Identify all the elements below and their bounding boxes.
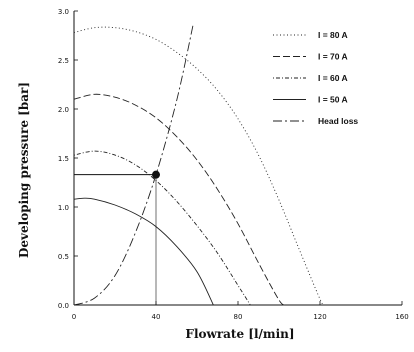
y-tick-label: 0.0 <box>58 302 69 310</box>
y-tick-label: 2.0 <box>58 106 69 114</box>
x-tick-label: 40 <box>152 313 161 321</box>
legend-label: I = 80 A <box>318 30 348 40</box>
series-line <box>73 26 325 306</box>
y-tick-label: 3.0 <box>58 8 69 16</box>
x-axis-title: Flowrate [l/min] <box>185 327 294 341</box>
x-tick-label: 0 <box>72 313 76 321</box>
x-tick-label: 120 <box>313 313 326 321</box>
operating-point-marker <box>152 170 160 179</box>
y-tick-label: 0.5 <box>58 253 69 261</box>
legend-label: I = 70 A <box>318 52 348 62</box>
series-line <box>73 25 194 306</box>
y-tick-label: 2.5 <box>58 57 69 65</box>
legend-label: Head loss <box>318 116 358 126</box>
y-tick-label: 1.5 <box>58 155 69 163</box>
series-line <box>73 197 214 306</box>
legend: I = 80 A I = 70 A I = 60 A I = 50 A Head los… <box>273 30 358 126</box>
ticks: 0 40 80 120 160 0.0 0.5 1.0 1.5 2.0 2.5 3.0 <box>58 8 409 321</box>
y-tick-label: 1.0 <box>58 204 69 212</box>
series-line <box>73 150 251 306</box>
legend-label: I = 60 A <box>318 73 348 83</box>
x-tick-label: 80 <box>234 313 243 321</box>
series-line <box>73 93 286 306</box>
legend-label: I = 50 A <box>318 95 348 105</box>
curves <box>73 25 325 306</box>
x-tick-label: 160 <box>395 313 408 321</box>
y-axis-title: Developing pressure [bar] <box>17 82 31 258</box>
